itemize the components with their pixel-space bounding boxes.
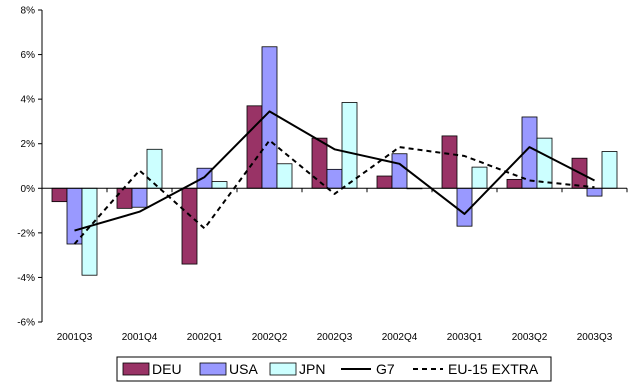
x-tick-label: 2003Q3 bbox=[577, 332, 613, 343]
bar-deu-2002q2 bbox=[246, 105, 263, 189]
y-tick-label: 6% bbox=[21, 50, 36, 61]
bar-deu-2001q4 bbox=[116, 187, 133, 209]
y-axis: -6% -4% -2% 0% 2% 4% 6% 8% bbox=[17, 6, 43, 329]
bar-usa-2002q3 bbox=[326, 168, 343, 189]
line-g7 bbox=[74, 110, 595, 232]
bar-jpn-2002q3 bbox=[341, 102, 358, 189]
y-tick-label: 4% bbox=[21, 95, 36, 106]
bar-usa-2003q3 bbox=[586, 187, 603, 197]
x-axis: 2001Q3 2001Q4 2002Q1 2002Q2 2002Q3 2002Q4 2003… bbox=[41, 187, 628, 343]
x-tick-label: 2002Q4 bbox=[382, 332, 418, 343]
bar-deu-2001q3 bbox=[51, 187, 68, 203]
legend-label-g7: G7 bbox=[376, 361, 395, 377]
bar-deu-2002q1 bbox=[181, 187, 198, 265]
bar-jpn-2003q3 bbox=[601, 151, 618, 189]
legend-label-jpn: JPN bbox=[299, 361, 325, 377]
bar-deu-2003q1 bbox=[441, 135, 458, 189]
legend-label-usa: USA bbox=[229, 361, 258, 377]
legend-swatch-jpn bbox=[269, 362, 297, 376]
legend: DEU USA JPN G7 EU-15 EXTRA bbox=[116, 356, 552, 382]
bar-jpn-2001q3 bbox=[81, 187, 98, 276]
bar-jpn-2003q1 bbox=[471, 166, 488, 189]
bar-jpn-2001q4 bbox=[146, 148, 163, 189]
y-tick-label: 2% bbox=[21, 139, 36, 150]
x-tick-label: 2002Q2 bbox=[252, 332, 288, 343]
bars-layer bbox=[51, 46, 618, 276]
x-tick-label: 2003Q1 bbox=[447, 332, 483, 343]
y-tick-label: -2% bbox=[17, 228, 35, 239]
bar-jpn-2002q1 bbox=[211, 181, 228, 189]
bar-usa-2001q3 bbox=[66, 187, 83, 245]
bar-jpn-2002q2 bbox=[276, 163, 293, 189]
lines-layer bbox=[73, 110, 595, 245]
x-tick-label: 2003Q2 bbox=[512, 332, 548, 343]
legend-swatch-usa bbox=[199, 362, 227, 376]
y-tick-label: 0% bbox=[21, 184, 36, 195]
x-tick-label: 2002Q3 bbox=[317, 332, 353, 343]
legend-label-eu-15-extra: EU-15 EXTRA bbox=[448, 361, 539, 377]
x-tick-label: 2001Q4 bbox=[122, 332, 158, 343]
legend-swatch-deu bbox=[122, 362, 150, 376]
x-tick-label: 2001Q3 bbox=[57, 332, 93, 343]
y-tick-label: -4% bbox=[17, 273, 35, 284]
legend-label-deu: DEU bbox=[152, 361, 182, 377]
line-eu-15-extra bbox=[73, 139, 595, 245]
y-tick-label: -6% bbox=[17, 318, 35, 329]
x-tick-label: 2002Q1 bbox=[187, 332, 223, 343]
bar-usa-2001q4 bbox=[131, 187, 148, 208]
bar-deu-2002q3 bbox=[311, 137, 328, 189]
bar-usa-2002q4 bbox=[391, 153, 408, 189]
bar-deu-2003q2 bbox=[506, 178, 523, 189]
legend-box bbox=[116, 356, 552, 382]
y-tick-label: 8% bbox=[21, 6, 36, 17]
bar-deu-2002q4 bbox=[376, 175, 393, 189]
